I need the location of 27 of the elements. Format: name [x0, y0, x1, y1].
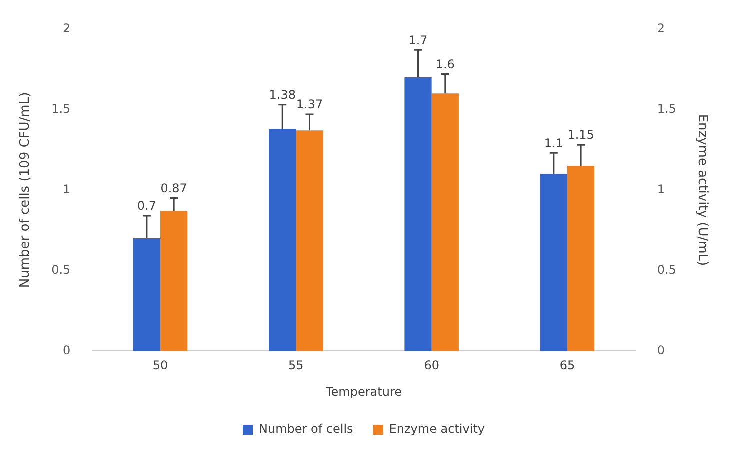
data-label: 1.38: [269, 88, 296, 102]
y-axis-title: Number of cells (109 CFU/mL): [18, 92, 34, 288]
data-label: 0.7: [137, 199, 156, 214]
y2-axis-title: Enzyme activity (U/mL): [694, 114, 710, 266]
y-tick-label: 0.5: [52, 262, 71, 277]
y-tick-label: 2: [63, 21, 71, 36]
x-tick-label: 50: [152, 358, 168, 373]
y-tick-label: 0: [63, 343, 71, 358]
data-label: 1.6: [436, 57, 455, 72]
y2-tick-label: 0: [657, 343, 665, 358]
y2-tick-label: 1.5: [657, 102, 676, 116]
data-label: 0.87: [160, 181, 188, 196]
y-tick-label: 1: [63, 182, 71, 196]
y2-tick-label: 2: [657, 21, 665, 36]
data-label: 1.1: [544, 136, 564, 150]
data-label: 1.37: [296, 98, 324, 112]
legend-label: Enzyme activity: [389, 422, 486, 436]
y-tick-label: 1.5: [52, 102, 71, 116]
data-label: 1.15: [568, 128, 594, 142]
legend-label: Number of cells: [258, 422, 354, 436]
y2-tick-label: 1: [657, 182, 665, 196]
x-axis-title: Temperature: [324, 384, 402, 399]
y2-tick-label: 0.5: [657, 262, 676, 277]
data-label: 1.7: [408, 33, 428, 48]
x-tick-label: 65: [560, 358, 576, 373]
x-tick-label: 60: [424, 358, 440, 373]
x-tick-label: 55: [288, 358, 304, 373]
